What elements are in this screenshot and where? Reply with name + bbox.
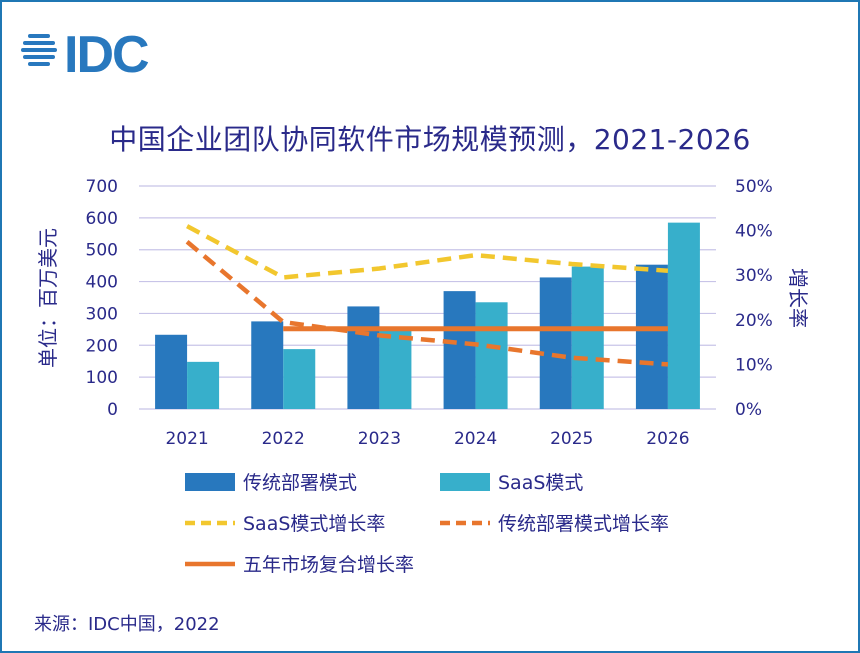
y-tick-label: 300 <box>86 304 118 324</box>
y-tick-label: 400 <box>86 273 118 293</box>
source-note: 来源：IDC中国，2022 <box>34 614 220 635</box>
legend-swatch <box>440 473 490 491</box>
bar-traditional-2022 <box>251 321 284 409</box>
y-tick-label: 200 <box>86 336 118 356</box>
y-tick-label: 700 <box>86 177 118 197</box>
logo-text: IDC <box>64 26 149 80</box>
bar-saas-2021 <box>187 361 220 409</box>
bar-saas-2026 <box>667 222 700 409</box>
legend-label: 传统部署模式 <box>243 472 357 494</box>
legend-saas: SaaS模式 <box>440 472 583 494</box>
bar-saas-2023 <box>379 326 412 409</box>
bar-traditional-2026 <box>635 264 668 409</box>
legend-swatch <box>185 473 235 491</box>
y2-tick-label: 30% <box>735 266 773 286</box>
legend-traditional-growth: 传统部署模式增长率 <box>440 513 669 535</box>
bar-traditional-2024 <box>443 291 476 409</box>
y-tick-label: 0 <box>107 400 118 420</box>
y2-tick-label: 50% <box>735 177 773 197</box>
y-tick-label: 600 <box>86 209 118 229</box>
y2-tick-label: 10% <box>735 355 773 375</box>
x-tick-label: 2025 <box>550 429 593 449</box>
bar-traditional-2023 <box>347 306 380 409</box>
line-traditional-growth <box>185 240 669 367</box>
globe-icon <box>21 34 57 66</box>
legend-cagr: 五年市场复合增长率 <box>185 554 414 576</box>
y-axis-title: 单位：百万美元 <box>36 228 60 368</box>
bar-saas-2022 <box>283 349 316 409</box>
bar-saas-2024 <box>475 302 508 409</box>
x-tick-label: 2022 <box>262 429 305 449</box>
x-tick-label: 2024 <box>454 429 497 449</box>
bar-saas-2025 <box>571 266 604 409</box>
grid-layer <box>139 185 716 410</box>
chart-title: 中国企业团队协同软件市场规模预测，2021-2026 <box>109 123 751 156</box>
y2-axis-title: 增长率 <box>786 268 810 328</box>
axis-layer: 0 100 200 300 400 500 600 700 0% 10% 20% 30% 40% 50% 2… <box>36 177 810 449</box>
x-tick-label: 2026 <box>646 429 689 449</box>
y2-tick-label: 20% <box>735 311 773 331</box>
y2-tick-label: 0% <box>735 400 762 420</box>
line-saas-growth <box>186 224 669 280</box>
y2-tick-label: 40% <box>735 222 773 242</box>
idc-logo: IDC <box>21 26 151 80</box>
line-layer <box>185 224 669 367</box>
legend-label: SaaS模式增长率 <box>243 513 385 535</box>
legend-label: SaaS模式 <box>498 472 583 494</box>
legend-saas-growth: SaaS模式增长率 <box>185 513 385 535</box>
legend-label: 传统部署模式增长率 <box>498 513 669 535</box>
y-tick-label: 500 <box>86 241 118 261</box>
x-tick-label: 2023 <box>358 429 401 449</box>
bar-traditional-2021 <box>155 334 188 409</box>
bar-traditional-2025 <box>539 277 572 409</box>
bar-layer <box>155 222 700 409</box>
x-tick-label: 2021 <box>165 429 208 449</box>
y-tick-label: 100 <box>86 368 118 388</box>
legend-traditional: 传统部署模式 <box>185 472 357 494</box>
legend-label: 五年市场复合增长率 <box>243 554 414 576</box>
